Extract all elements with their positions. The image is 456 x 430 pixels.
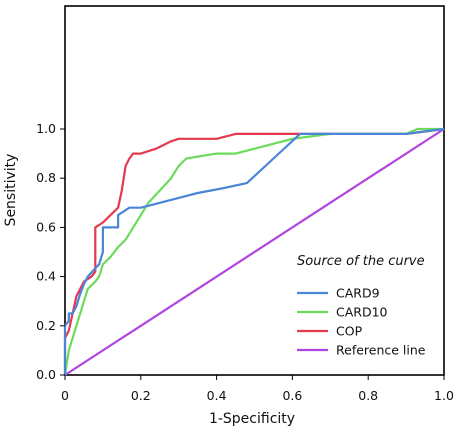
plot-area — [64, 5, 445, 376]
x-tick-label: 0.4 — [207, 388, 227, 403]
y-tick-label: 1.0 — [36, 121, 56, 136]
y-tick-label: 0.2 — [36, 318, 56, 333]
legend-title: Source of the curve — [297, 254, 425, 269]
series-line-reference-line — [64, 128, 445, 376]
legend-label-card10: CARD10 — [336, 305, 388, 320]
series-line-cop — [63, 127, 445, 375]
x-axis-ticks: 0 0.2 0.4 0.6 0.8 1.0 — [61, 375, 454, 403]
y-axis-label: Sensitivity — [3, 154, 19, 227]
x-tick-label: 1.0 — [434, 388, 454, 403]
y-tick-label: 0.8 — [36, 170, 56, 185]
x-tick-label: 0.6 — [282, 388, 302, 403]
series-line-card10 — [63, 127, 444, 376]
y-tick-label: 0.4 — [36, 269, 56, 284]
series-layer — [63, 127, 445, 376]
x-tick-label: 0.2 — [131, 388, 151, 403]
legend-items: CARD9 CARD10 COP Reference line — [297, 286, 426, 358]
x-tick-label: 0 — [61, 388, 69, 403]
x-axis-label: 1-Specificity — [209, 411, 295, 427]
series-line-card9 — [63, 127, 445, 375]
legend-label-cop: COP — [336, 324, 363, 339]
x-tick-label: 0.8 — [358, 388, 378, 403]
y-tick-label: 0.6 — [36, 219, 56, 234]
legend-label-card9: CARD9 — [336, 286, 380, 301]
y-axis-ticks: 0.0 0.2 0.4 0.6 0.8 1.0 — [36, 121, 65, 382]
legend-label-reference-line: Reference line — [336, 343, 426, 358]
legend: Source of the curve CARD9 CARD10 COP Refere… — [297, 254, 426, 358]
y-tick-label: 0.0 — [36, 367, 56, 382]
